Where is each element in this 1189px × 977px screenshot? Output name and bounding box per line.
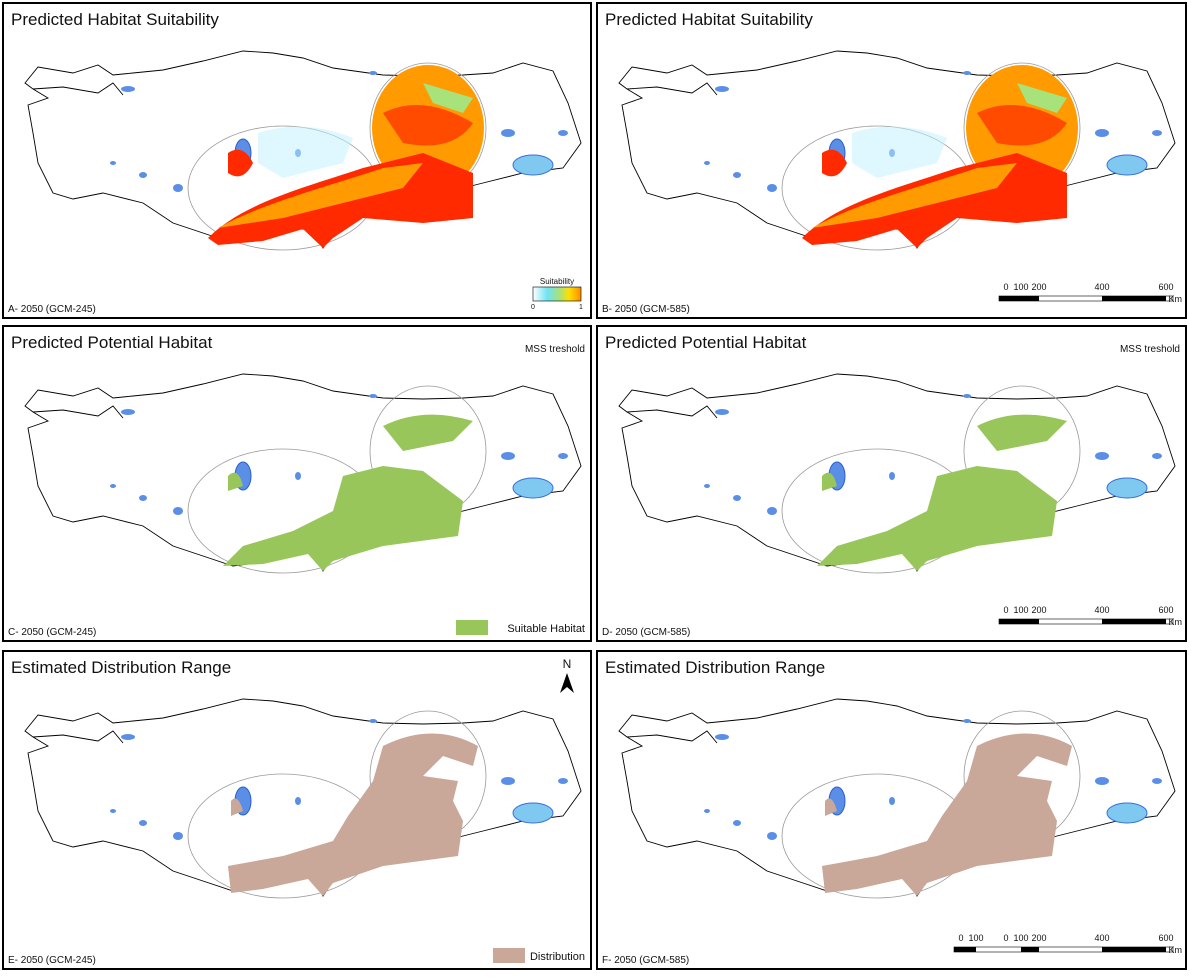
panel-caption: D- 2050 (GCM-585): [602, 627, 690, 638]
scale-segment: [999, 296, 1021, 301]
scale-label: 0: [1003, 933, 1008, 943]
map-panel: Estimated Distribution Range E- 2050 (GCM…: [3, 651, 591, 969]
map-panel: Predicted Potential Habitat C- 2050 (GCM-…: [3, 326, 591, 641]
scale-label: 0: [958, 933, 963, 943]
legend-min: 0: [531, 304, 535, 311]
scale-unit: Km: [1169, 945, 1183, 955]
panel-caption: E- 2050 (GCM-245): [8, 955, 96, 966]
legend-swatch: [493, 948, 525, 963]
map-panel: Predicted Potential Habitat D- 2050 (GCM-…: [597, 326, 1186, 641]
scale-segment: [954, 947, 976, 952]
scale-segment: [1021, 619, 1039, 624]
scale-segment: [1102, 619, 1166, 624]
panel-caption: F- 2050 (GCM-585): [602, 955, 689, 966]
panel-title: Estimated Distribution Range: [11, 658, 231, 677]
panel-title: Estimated Distribution Range: [605, 658, 825, 677]
scale-label: 100: [1013, 933, 1028, 943]
scale-unit: Km: [1169, 617, 1183, 627]
panel-title: Predicted Potential Habitat: [11, 333, 213, 352]
scale-label: 400: [1094, 933, 1109, 943]
legend-swatch: [456, 620, 488, 635]
threshold-note: MSS treshold: [1120, 344, 1180, 355]
scale-segment: [1021, 296, 1039, 301]
legend-label: Distribution: [530, 951, 585, 963]
scale-label: 100: [1013, 282, 1028, 292]
panel-caption: C- 2050 (GCM-245): [8, 627, 96, 638]
scale-unit: Km: [1169, 294, 1183, 304]
scale-label: 0: [1003, 282, 1008, 292]
map-panel: Estimated Distribution Range F- 2050 (GCM…: [597, 651, 1186, 969]
legend-label: Suitable Habitat: [507, 623, 585, 635]
scale-label: 600: [1158, 605, 1173, 615]
scale-label: 0: [1003, 605, 1008, 615]
scale-segment: [999, 619, 1021, 624]
north-label: N: [563, 657, 572, 671]
scale-segment: [1102, 947, 1166, 952]
map-panel: Predicted Habitat Suitability A- 2050 (GC…: [3, 3, 591, 318]
scale-segment: [1021, 947, 1039, 952]
threshold-note: MSS treshold: [525, 344, 585, 355]
scale-label: 600: [1158, 933, 1173, 943]
panel-title: Predicted Potential Habitat: [605, 333, 807, 352]
panel-caption: B- 2050 (GCM-585): [602, 304, 690, 315]
scale-label: 400: [1094, 605, 1109, 615]
scale-label: 200: [1031, 605, 1046, 615]
legend-max: 1: [579, 304, 583, 311]
scale-segment: [1102, 296, 1166, 301]
legend-title: Suitability: [540, 277, 574, 286]
panel-title: Predicted Habitat Suitability: [605, 10, 813, 29]
legend-ramp: [533, 287, 581, 301]
figure: Predicted Habitat Suitability A- 2050 (GC…: [0, 0, 1189, 972]
scale-label: 600: [1158, 282, 1173, 292]
scale-label: 200: [1031, 282, 1046, 292]
panel-title: Predicted Habitat Suitability: [11, 10, 219, 29]
scale-label: 100: [1013, 605, 1028, 615]
panel-caption: A- 2050 (GCM-245): [8, 304, 96, 315]
scale-label: 400: [1094, 282, 1109, 292]
map-panel: Predicted Habitat Suitability B- 2050 (GC…: [597, 3, 1186, 318]
scale-label: 100: [968, 933, 983, 943]
scale-label: 200: [1031, 933, 1046, 943]
